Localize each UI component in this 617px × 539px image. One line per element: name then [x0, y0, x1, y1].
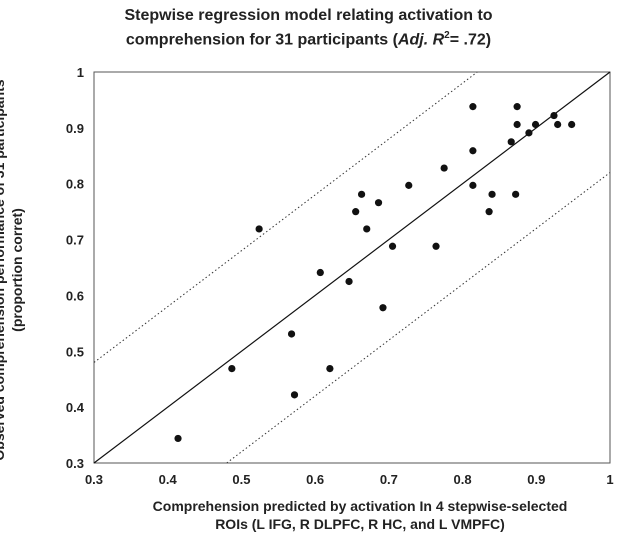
lower-confidence-line: [226, 172, 611, 464]
data-point-13: [379, 304, 387, 312]
y-tick-label-4: 0.6: [66, 288, 84, 303]
y-tick-label-3: 0.5: [66, 344, 84, 359]
chart-title-line2-sup: 2: [444, 30, 450, 41]
data-point-8: [345, 277, 353, 286]
plot-area-frame: [93, 71, 611, 464]
data-point-1: [174, 434, 182, 443]
chart-title-line2-rest: = .72): [449, 31, 492, 49]
data-point-28: [531, 120, 540, 129]
data-point-11: [363, 225, 371, 233]
x-tick-label-1: 0.3: [85, 472, 103, 487]
data-point-31: [568, 120, 576, 129]
y-tick-label-1: 0.3: [66, 456, 84, 471]
y-axis-ticks: 0.3 0.4 0.5 0.6 0.7 0.8 0.9 1: [66, 65, 85, 471]
data-point-14: [388, 242, 397, 250]
data-point-27: [525, 129, 533, 137]
x-tick-label-3: 0.5: [232, 472, 250, 487]
y-tick-label-7: 0.9: [66, 121, 84, 136]
x-axis-label-line1: Comprehension predicted by activation In…: [152, 498, 568, 514]
chart-title-line2: comprehension for 31 participants (Adj. …: [0, 26, 617, 50]
y-tick-label-5: 0.7: [66, 233, 84, 248]
chart-title-line1: Stepwise regression model relating activ…: [124, 7, 493, 24]
data-point-25: [513, 103, 521, 111]
x-axis-label: Comprehension predicted by activation In…: [60, 497, 617, 533]
x-tick-label-4: 0.6: [306, 472, 324, 487]
chart-title-line2-italic: Adj. R: [397, 31, 445, 49]
data-point-19: [469, 147, 477, 155]
data-point-20: [469, 181, 477, 189]
data-point-12: [374, 199, 383, 207]
data-point-6: [316, 268, 324, 277]
data-points: [174, 103, 576, 443]
x-tick-label-2: 0.4: [159, 472, 178, 487]
x-tick-label-6: 0.8: [454, 472, 472, 487]
x-tick-label-7: 0.9: [527, 472, 545, 487]
y-axis-label-line1: Observed comprehension performance of 31…: [0, 79, 7, 461]
data-point-5: [290, 391, 299, 399]
data-point-10: [357, 190, 366, 198]
upper-confidence-line: [93, 71, 478, 363]
y-tick-label-8: 1: [77, 65, 84, 80]
data-point-3: [255, 225, 263, 233]
data-point-22: [488, 190, 496, 198]
data-point-7: [326, 365, 334, 373]
x-axis-label-line2: ROIs (L IFG, R DLPFC, R HC, and L VMPFC): [215, 516, 505, 532]
data-point-4: [287, 330, 296, 338]
x-axis-ticks: 0.3 0.4 0.5 0.6 0.7 0.8 0.9 1: [85, 472, 614, 487]
data-point-15: [405, 181, 413, 189]
data-point-2: [228, 365, 236, 373]
chart-title-line2-plain: comprehension for 31 participants (: [125, 31, 398, 49]
data-point-30: [554, 120, 562, 129]
y-axis-label: Observed comprehension performance of 31…: [0, 50, 30, 490]
data-point-26: [513, 120, 521, 129]
chart-title: Stepwise regression model relating activ…: [0, 6, 617, 50]
data-point-16: [432, 242, 440, 250]
x-tick-label-5: 0.7: [380, 472, 398, 487]
x-tick-label-8: 1: [606, 472, 613, 487]
data-point-29: [550, 111, 558, 120]
data-point-9: [352, 208, 360, 216]
data-point-17: [440, 164, 448, 172]
data-point-23: [507, 138, 515, 146]
y-tick-label-2: 0.4: [66, 400, 85, 415]
y-tick-label-6: 0.8: [66, 177, 84, 192]
identity-line: [93, 71, 611, 464]
y-axis-label-line2: (proportion corret): [9, 208, 25, 332]
data-point-18: [469, 103, 477, 111]
data-point-24: [512, 190, 520, 198]
data-point-21: [485, 208, 493, 216]
